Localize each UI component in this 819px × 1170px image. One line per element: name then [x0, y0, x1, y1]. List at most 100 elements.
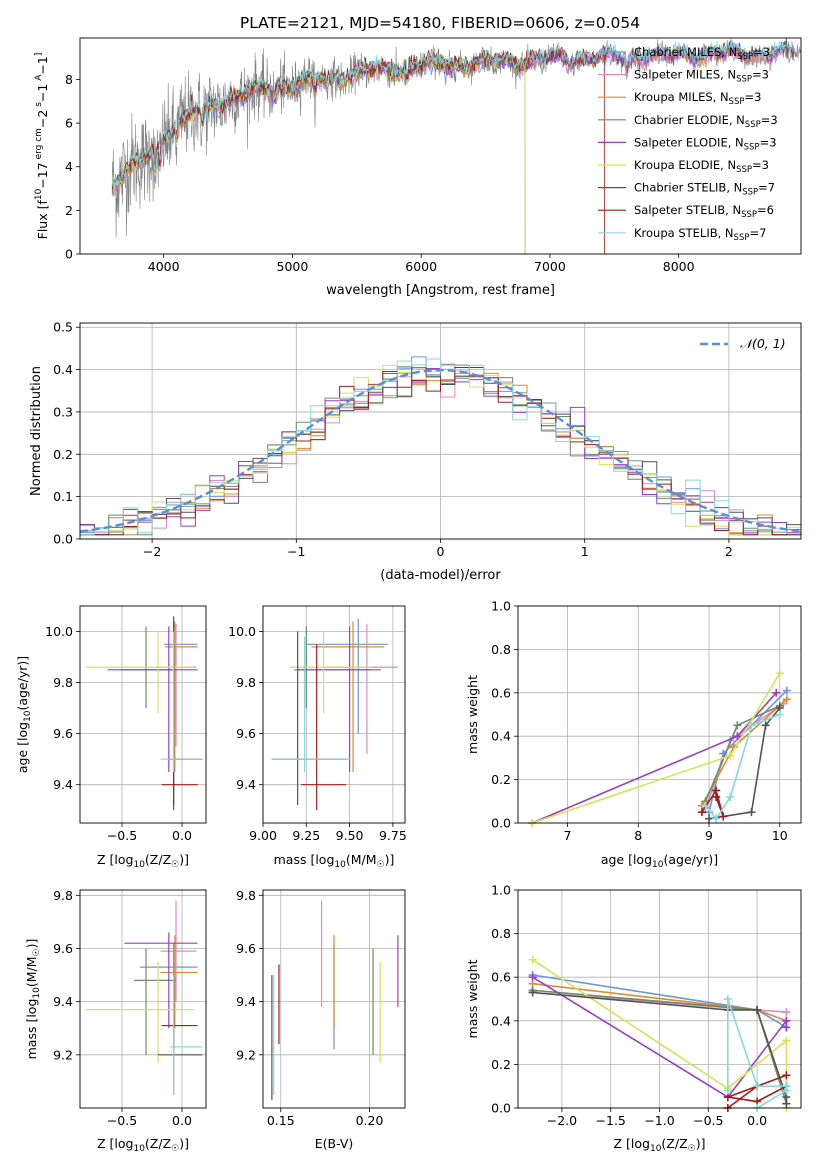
series-marker	[782, 1086, 791, 1095]
series-marker	[528, 955, 537, 964]
label-part: 10	[133, 860, 145, 870]
plot-area-residuals	[79, 356, 802, 536]
series-marker	[719, 812, 728, 821]
y-tick-label: 9.4	[53, 777, 73, 792]
x-axis-label: Z [log10(Z/Z☉)]	[97, 1136, 189, 1154]
series-marker	[528, 973, 537, 982]
axes-age_vs_Z: −0.5 0.09.49.69.810.0Z [log10(Z/Z☉)]age […	[15, 605, 207, 870]
legend-entry: 𝒩(0, 1)	[740, 336, 786, 351]
series-marker	[761, 721, 770, 730]
label-part: ]	[34, 53, 44, 57]
y-tick-label: 1.0	[491, 883, 511, 898]
label-part: ☉	[171, 860, 179, 870]
x-tick-label: 9.00	[249, 828, 277, 843]
normal-curve	[79, 368, 802, 533]
axes-frame	[79, 322, 802, 540]
axes-mass_vs_Z: −0.5 0.09.29.49.69.8Z [log10(Z/Z☉)]mass […	[24, 888, 207, 1154]
label-part: (M/M	[346, 852, 377, 867]
legend-entry: Chabrier STELIB, NSSP=7	[634, 181, 775, 198]
axes-frame	[517, 605, 802, 824]
legend-entry: Chabrier MILES, NSSP=3	[634, 45, 770, 62]
series-marker	[726, 751, 735, 760]
series-marker	[782, 695, 791, 704]
legend-sub: SSP	[745, 120, 761, 130]
x-tick-label: −2	[143, 544, 161, 559]
y-tick-label: 8	[65, 72, 73, 87]
legend-name: Chabrier MILES, N	[634, 45, 737, 59]
legend-entry: Kroupa STELIB, NSSP=7	[634, 226, 766, 243]
series-marker	[697, 808, 706, 817]
y-tick-label: 9.6	[53, 726, 73, 741]
model-spectrum-line	[111, 38, 795, 186]
legend-name: Kroupa MILES, N	[634, 90, 729, 104]
label-part: ☉	[688, 1144, 696, 1154]
axes-age_vs_mass: 9.00 9.25 9.50 9.75 9.4 9.6 9.8 10.0 mass [log10…	[228, 605, 407, 870]
series-marker	[772, 688, 781, 697]
label-part: 10	[133, 1144, 145, 1154]
legend-name: Salpeter ELODIE, N	[634, 135, 744, 149]
axes-frame	[79, 37, 802, 255]
axes-mass_vs_ebv: 0.15 0.20 9.2 9.4 9.6 9.8 E(B-V)	[236, 888, 406, 1151]
legend-entry: Salpeter MILES, NSSP=3	[634, 68, 769, 85]
label-part: (age/yr)]	[663, 852, 718, 867]
label-part: Z [log	[614, 1136, 650, 1151]
legend-sub: SSP	[744, 142, 760, 152]
series-marker	[723, 995, 732, 1003]
series-marker	[775, 669, 784, 678]
label-part: −1	[35, 84, 50, 102]
x-tick-label: 4000	[148, 259, 180, 274]
legend-name: Kroupa ELODIE, N	[634, 158, 736, 172]
legend-name: Chabrier ELODIE, N	[634, 113, 745, 127]
label-part: )]	[179, 1136, 189, 1151]
label-part: −17	[35, 162, 50, 188]
x-tick-label: 0	[437, 544, 445, 559]
y-tick-label: 0.0	[53, 532, 73, 547]
label-part: )]	[179, 852, 189, 867]
x-tick-label: 7000	[534, 259, 566, 274]
x-axis-label: E(B-V)	[315, 1136, 354, 1151]
y-tick-label: 0.5	[53, 320, 73, 335]
x-tick-label: 0.0	[747, 1113, 767, 1128]
label-part: (Z/Z	[145, 1136, 171, 1151]
series-marker	[782, 686, 791, 695]
y-tick-label: 9.6	[236, 726, 256, 741]
x-tick-label: 0.0	[172, 1113, 192, 1128]
y-tick-label: 0	[65, 247, 73, 262]
y-tick-label: 9.6	[236, 941, 256, 956]
label-part: 10	[652, 860, 664, 870]
series-line	[726, 998, 788, 1109]
label-part: (age/yr)]	[15, 656, 30, 711]
legend-entry: Salpeter STELIB, NSSP=6	[634, 203, 774, 220]
label-part: −1	[35, 56, 50, 74]
axes-frame	[517, 889, 802, 1109]
x-tick-label: 9.25	[292, 828, 320, 843]
legend-sub: SSP	[729, 97, 745, 107]
legend-entry: Kroupa ELODIE, NSSP=3	[634, 158, 769, 175]
y-tick-label: 0.8	[491, 642, 511, 657]
y-tick-label: 0.2	[491, 772, 511, 787]
x-tick-label: −1.0	[644, 1113, 674, 1128]
plot-layer: 4000 5000 6000 7000 8000 0 2 4 6 8 Chabrier MILES,…	[15, 37, 802, 1154]
legend-name: Kroupa STELIB, N	[634, 226, 734, 240]
series-marker	[782, 1023, 791, 1032]
series-marker	[723, 1086, 732, 1095]
y-axis-label: mass weight	[465, 959, 480, 1038]
axes-residuals: −2 −1 0 1 2 0.0 0.1 0.2 0.3 0.4 0.5 𝒩(0, 1) (data-mo…	[29, 320, 802, 583]
plot-area-spectrum	[111, 38, 801, 254]
series-line	[531, 672, 781, 824]
legend-sub: SSP	[736, 165, 752, 175]
x-axis-label: age [log10(age/yr)]	[601, 852, 718, 870]
label-part: ☉	[32, 948, 42, 956]
y-tick-label: 9.6	[53, 941, 73, 956]
series-marker	[712, 814, 721, 823]
y-tick-label: 0.0	[491, 1101, 511, 1116]
x-tick-label: −0.5	[693, 1113, 723, 1128]
axes-frame	[79, 605, 207, 824]
series-marker	[753, 1082, 762, 1091]
y-axis-label: Normed distribution	[29, 366, 44, 496]
series-marker	[782, 1008, 791, 1017]
y-tick-label: 9.8	[236, 888, 256, 903]
series-marker	[747, 808, 756, 817]
